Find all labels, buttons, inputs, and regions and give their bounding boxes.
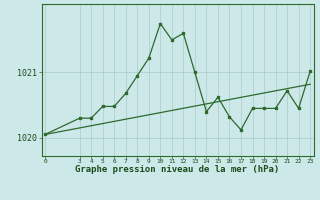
X-axis label: Graphe pression niveau de la mer (hPa): Graphe pression niveau de la mer (hPa) xyxy=(76,165,280,174)
